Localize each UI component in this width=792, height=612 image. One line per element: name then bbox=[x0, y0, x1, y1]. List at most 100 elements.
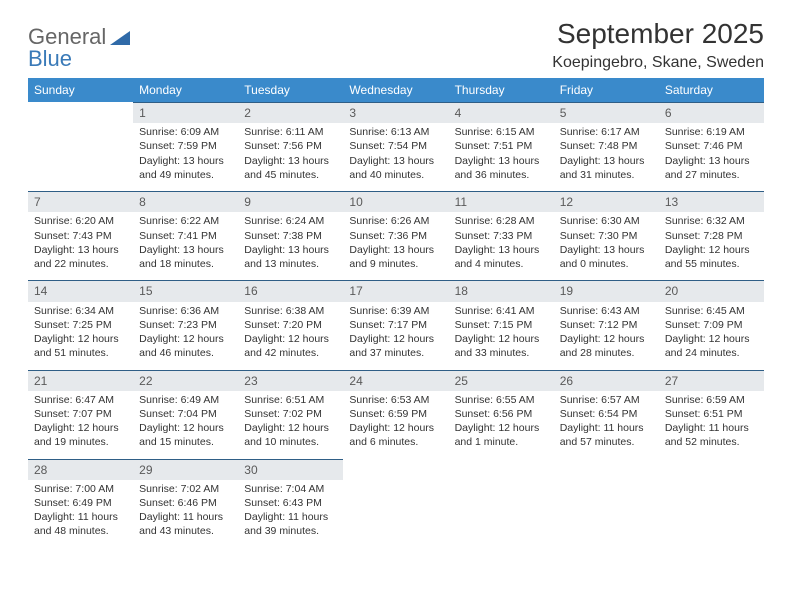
weekday-header: Saturday bbox=[659, 78, 764, 102]
sunset-text: Sunset: 7:48 PM bbox=[560, 139, 653, 153]
sunset-text: Sunset: 7:38 PM bbox=[244, 229, 337, 243]
day-body: Sunrise: 6:49 AMSunset: 7:04 PMDaylight:… bbox=[133, 391, 238, 459]
sunrise-text: Sunrise: 6:17 AM bbox=[560, 125, 653, 139]
sunset-text: Sunset: 7:20 PM bbox=[244, 318, 337, 332]
daylight-text: Daylight: 13 hours and 9 minutes. bbox=[349, 243, 442, 271]
calendar-cell: 11Sunrise: 6:28 AMSunset: 7:33 PMDayligh… bbox=[449, 191, 554, 280]
daylight-text: Daylight: 12 hours and 55 minutes. bbox=[665, 243, 758, 271]
sunrise-text: Sunrise: 6:43 AM bbox=[560, 304, 653, 318]
calendar-table: Sunday Monday Tuesday Wednesday Thursday… bbox=[28, 78, 764, 548]
day-number: 23 bbox=[238, 370, 343, 391]
day-body: Sunrise: 6:53 AMSunset: 6:59 PMDaylight:… bbox=[343, 391, 448, 459]
sunset-text: Sunset: 7:56 PM bbox=[244, 139, 337, 153]
daylight-text: Daylight: 12 hours and 28 minutes. bbox=[560, 332, 653, 360]
daylight-text: Daylight: 12 hours and 15 minutes. bbox=[139, 421, 232, 449]
day-body: Sunrise: 6:20 AMSunset: 7:43 PMDaylight:… bbox=[28, 212, 133, 280]
day-body: Sunrise: 6:11 AMSunset: 7:56 PMDaylight:… bbox=[238, 123, 343, 191]
sunset-text: Sunset: 6:43 PM bbox=[244, 496, 337, 510]
month-title: September 2025 bbox=[552, 18, 764, 50]
day-number: 6 bbox=[659, 102, 764, 123]
sunrise-text: Sunrise: 6:55 AM bbox=[455, 393, 548, 407]
day-body: Sunrise: 6:43 AMSunset: 7:12 PMDaylight:… bbox=[554, 302, 659, 370]
sunset-text: Sunset: 7:33 PM bbox=[455, 229, 548, 243]
daylight-text: Daylight: 12 hours and 1 minute. bbox=[455, 421, 548, 449]
weekday-header: Tuesday bbox=[238, 78, 343, 102]
calendar-cell: 25Sunrise: 6:55 AMSunset: 6:56 PMDayligh… bbox=[449, 370, 554, 459]
daylight-text: Daylight: 13 hours and 31 minutes. bbox=[560, 154, 653, 182]
sunrise-text: Sunrise: 7:00 AM bbox=[34, 482, 127, 496]
calendar-page: General September 2025 Koepingebro, Skan… bbox=[0, 0, 792, 558]
calendar-week-row: 14Sunrise: 6:34 AMSunset: 7:25 PMDayligh… bbox=[28, 280, 764, 369]
calendar-cell: 29Sunrise: 7:02 AMSunset: 6:46 PMDayligh… bbox=[133, 459, 238, 548]
daylight-text: Daylight: 11 hours and 52 minutes. bbox=[665, 421, 758, 449]
calendar-cell: 8Sunrise: 6:22 AMSunset: 7:41 PMDaylight… bbox=[133, 191, 238, 280]
sunrise-text: Sunrise: 6:24 AM bbox=[244, 214, 337, 228]
daylight-text: Daylight: 11 hours and 57 minutes. bbox=[560, 421, 653, 449]
day-number: 3 bbox=[343, 102, 448, 123]
sunrise-text: Sunrise: 6:13 AM bbox=[349, 125, 442, 139]
sunset-text: Sunset: 6:54 PM bbox=[560, 407, 653, 421]
day-number: 27 bbox=[659, 370, 764, 391]
sunrise-text: Sunrise: 6:28 AM bbox=[455, 214, 548, 228]
day-number: 28 bbox=[28, 459, 133, 480]
calendar-cell: 10Sunrise: 6:26 AMSunset: 7:36 PMDayligh… bbox=[343, 191, 448, 280]
calendar-cell: 5 Sunrise: 6:17 AMSunset: 7:48 PMDaylight… bbox=[554, 102, 659, 191]
calendar-cell: 12Sunrise: 6:30 AMSunset: 7:30 PMDayligh… bbox=[554, 191, 659, 280]
daylight-text: Daylight: 12 hours and 37 minutes. bbox=[349, 332, 442, 360]
daylight-text: Daylight: 13 hours and 22 minutes. bbox=[34, 243, 127, 271]
daylight-text: Daylight: 12 hours and 46 minutes. bbox=[139, 332, 232, 360]
calendar-cell: 3 Sunrise: 6:13 AMSunset: 7:54 PMDaylight… bbox=[343, 102, 448, 191]
calendar-cell: 17Sunrise: 6:39 AMSunset: 7:17 PMDayligh… bbox=[343, 280, 448, 369]
daylight-text: Daylight: 12 hours and 19 minutes. bbox=[34, 421, 127, 449]
calendar-cell: 1Sunrise: 6:09 AMSunset: 7:59 PMDaylight… bbox=[133, 102, 238, 191]
day-number: 26 bbox=[554, 370, 659, 391]
sunset-text: Sunset: 7:54 PM bbox=[349, 139, 442, 153]
day-body: Sunrise: 6:36 AMSunset: 7:23 PMDaylight:… bbox=[133, 302, 238, 370]
day-number: 12 bbox=[554, 191, 659, 212]
sunset-text: Sunset: 7:41 PM bbox=[139, 229, 232, 243]
day-number: 1 bbox=[133, 102, 238, 123]
sunrise-text: Sunrise: 6:15 AM bbox=[455, 125, 548, 139]
weekday-header: Wednesday bbox=[343, 78, 448, 102]
day-body: Sunrise: 6:09 AMSunset: 7:59 PMDaylight:… bbox=[133, 123, 238, 191]
calendar-cell: 27Sunrise: 6:59 AMSunset: 6:51 PMDayligh… bbox=[659, 370, 764, 459]
sunrise-text: Sunrise: 6:34 AM bbox=[34, 304, 127, 318]
day-number: 18 bbox=[449, 280, 554, 301]
calendar-cell: 7Sunrise: 6:20 AMSunset: 7:43 PMDaylight… bbox=[28, 191, 133, 280]
day-body: Sunrise: 6:34 AMSunset: 7:25 PMDaylight:… bbox=[28, 302, 133, 370]
sunrise-text: Sunrise: 6:59 AM bbox=[665, 393, 758, 407]
sunrise-text: Sunrise: 6:26 AM bbox=[349, 214, 442, 228]
sunrise-text: Sunrise: 6:51 AM bbox=[244, 393, 337, 407]
day-body: Sunrise: 7:00 AMSunset: 6:49 PMDaylight:… bbox=[28, 480, 133, 548]
day-number: 5 bbox=[554, 102, 659, 123]
calendar-cell: 16Sunrise: 6:38 AMSunset: 7:20 PMDayligh… bbox=[238, 280, 343, 369]
day-body: Sunrise: 6:26 AMSunset: 7:36 PMDaylight:… bbox=[343, 212, 448, 280]
day-body: Sunrise: 6:24 AMSunset: 7:38 PMDaylight:… bbox=[238, 212, 343, 280]
day-body: Sunrise: 6:28 AMSunset: 7:33 PMDaylight:… bbox=[449, 212, 554, 280]
daylight-text: Daylight: 13 hours and 27 minutes. bbox=[665, 154, 758, 182]
day-number: 10 bbox=[343, 191, 448, 212]
sunrise-text: Sunrise: 6:39 AM bbox=[349, 304, 442, 318]
daylight-text: Daylight: 13 hours and 40 minutes. bbox=[349, 154, 442, 182]
calendar-body: 1Sunrise: 6:09 AMSunset: 7:59 PMDaylight… bbox=[28, 102, 764, 548]
day-number: 22 bbox=[133, 370, 238, 391]
location-label: Koepingebro, Skane, Sweden bbox=[552, 54, 764, 72]
calendar-cell: 19Sunrise: 6:43 AMSunset: 7:12 PMDayligh… bbox=[554, 280, 659, 369]
sunset-text: Sunset: 7:09 PM bbox=[665, 318, 758, 332]
day-number: 9 bbox=[238, 191, 343, 212]
weekday-header: Monday bbox=[133, 78, 238, 102]
daylight-text: Daylight: 12 hours and 6 minutes. bbox=[349, 421, 442, 449]
day-body: Sunrise: 6:51 AMSunset: 7:02 PMDaylight:… bbox=[238, 391, 343, 459]
sunrise-text: Sunrise: 6:09 AM bbox=[139, 125, 232, 139]
calendar-cell bbox=[659, 459, 764, 548]
day-number: 25 bbox=[449, 370, 554, 391]
sunrise-text: Sunrise: 6:11 AM bbox=[244, 125, 337, 139]
day-number: 29 bbox=[133, 459, 238, 480]
day-body: Sunrise: 6:19 AMSunset: 7:46 PMDaylight:… bbox=[659, 123, 764, 191]
day-number: 7 bbox=[28, 191, 133, 212]
sunset-text: Sunset: 7:30 PM bbox=[560, 229, 653, 243]
sunset-text: Sunset: 7:28 PM bbox=[665, 229, 758, 243]
sunset-text: Sunset: 7:36 PM bbox=[349, 229, 442, 243]
day-number: 30 bbox=[238, 459, 343, 480]
calendar-week-row: 28Sunrise: 7:00 AMSunset: 6:49 PMDayligh… bbox=[28, 459, 764, 548]
